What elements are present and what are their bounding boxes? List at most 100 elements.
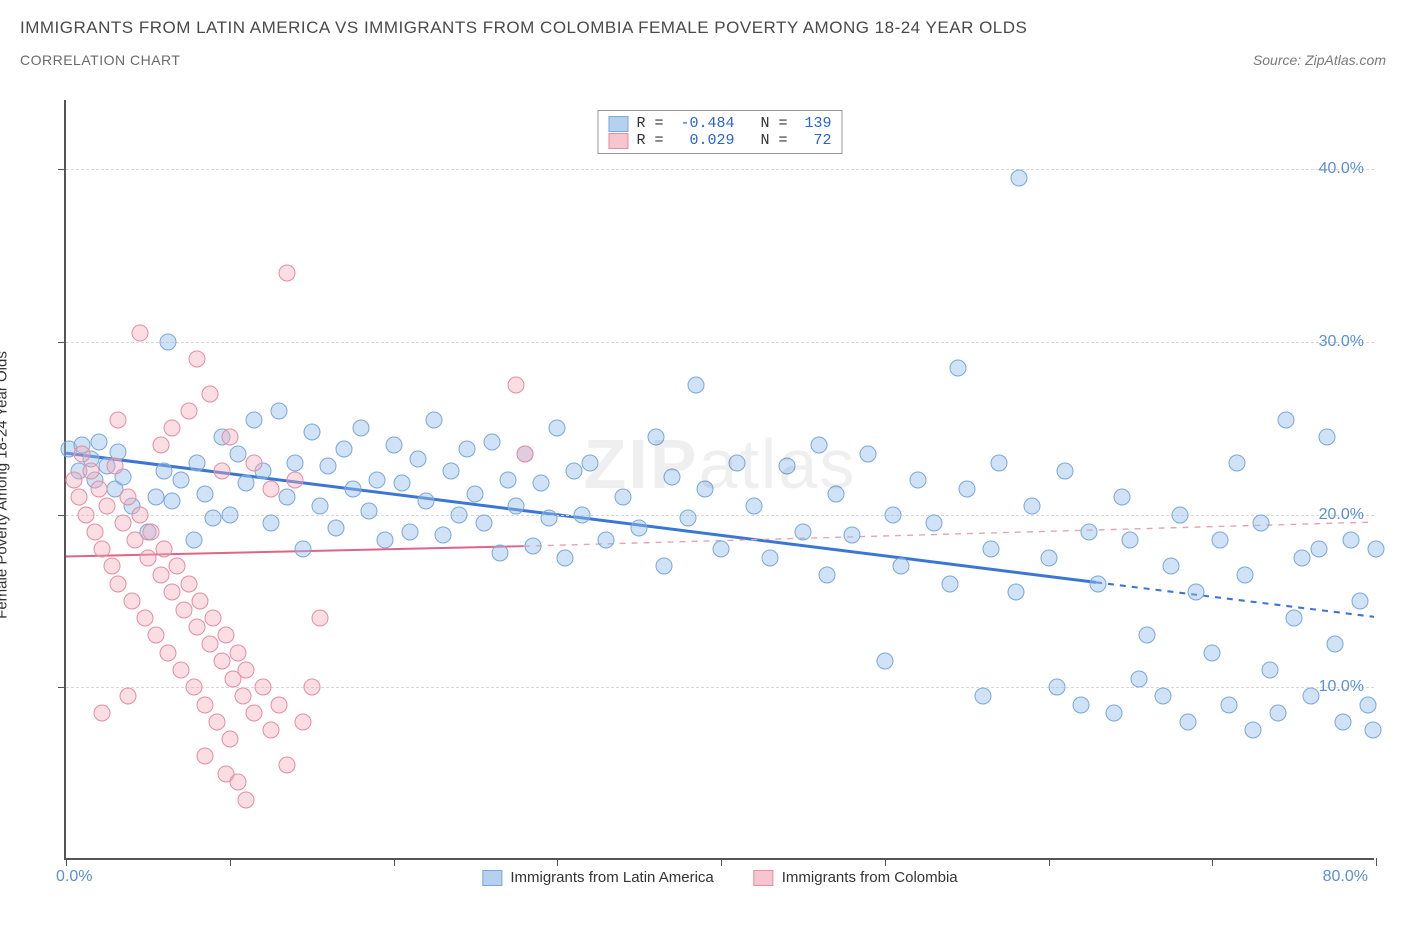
scatter-point <box>442 463 459 480</box>
scatter-point <box>213 463 230 480</box>
source-attribution: Source: ZipAtlas.com <box>1253 52 1386 68</box>
legend-item-colombia: Immigrants from Colombia <box>754 869 958 886</box>
scatter-point <box>1277 411 1294 428</box>
scatter-point <box>279 757 296 774</box>
scatter-point <box>131 325 148 342</box>
scatter-point <box>500 472 517 489</box>
scatter-point <box>344 480 361 497</box>
scatter-point <box>508 377 525 394</box>
scatter-point <box>208 713 225 730</box>
scatter-point <box>655 558 672 575</box>
scatter-point <box>582 454 599 471</box>
scatter-point <box>120 687 137 704</box>
scatter-point <box>303 679 320 696</box>
scatter-point <box>98 497 115 514</box>
y-axis-label: Female Poverty Among 18-24 Year Olds <box>0 351 11 619</box>
scatter-point <box>1351 592 1368 609</box>
scatter-point <box>107 458 124 475</box>
scatter-point <box>218 627 235 644</box>
scatter-point <box>1269 705 1286 722</box>
scatter-point <box>74 446 91 463</box>
x-tick <box>557 858 558 866</box>
scatter-point <box>942 575 959 592</box>
scatter-point <box>192 592 209 609</box>
scatter-point <box>1011 169 1028 186</box>
legend-label: Immigrants from Colombia <box>782 869 958 886</box>
scatter-point <box>418 492 435 509</box>
scatter-point <box>221 428 238 445</box>
scatter-point <box>238 662 255 679</box>
scatter-point <box>1212 532 1229 549</box>
scatter-point <box>131 506 148 523</box>
scatter-point <box>1106 705 1123 722</box>
scatter-point <box>238 791 255 808</box>
scatter-point <box>426 411 443 428</box>
scatter-point <box>185 679 202 696</box>
scatter-point <box>77 506 94 523</box>
scatter-point <box>148 627 165 644</box>
scatter-point <box>295 541 312 558</box>
x-tick <box>66 858 67 866</box>
scatter-point <box>1220 696 1237 713</box>
scatter-point <box>221 506 238 523</box>
scatter-point <box>94 541 111 558</box>
scatter-point <box>254 679 271 696</box>
x-tick <box>885 858 886 866</box>
scatter-point <box>279 264 296 281</box>
scatter-point <box>229 644 246 661</box>
scatter-point <box>1318 428 1335 445</box>
scatter-point <box>205 610 222 627</box>
scatter-point <box>1073 696 1090 713</box>
scatter-point <box>169 558 186 575</box>
correlation-legend: R = -0.484 N = 139 R = 0.029 N = 72 <box>597 110 842 154</box>
scatter-point <box>90 480 107 497</box>
gridline-h <box>66 342 1374 343</box>
scatter-point <box>164 584 181 601</box>
scatter-point <box>991 454 1008 471</box>
scatter-point <box>975 687 992 704</box>
scatter-point <box>483 434 500 451</box>
scatter-point <box>598 532 615 549</box>
swatch-pink-icon <box>754 870 774 886</box>
scatter-point <box>1089 575 1106 592</box>
x-tick <box>721 858 722 866</box>
scatter-point <box>532 475 549 492</box>
scatter-point <box>688 377 705 394</box>
gridline-h <box>66 169 1374 170</box>
scatter-point <box>1122 532 1139 549</box>
scatter-point <box>524 537 541 554</box>
scatter-point <box>115 515 132 532</box>
scatter-point <box>860 446 877 463</box>
scatter-point <box>71 489 88 506</box>
scatter-point <box>110 411 127 428</box>
scatter-point <box>66 472 83 489</box>
legend-n-value: 72 <box>805 132 832 149</box>
scatter-point <box>175 601 192 618</box>
scatter-point <box>573 506 590 523</box>
y-tick-label: 10.0% <box>1319 678 1364 696</box>
scatter-point <box>410 451 427 468</box>
scatter-point <box>136 610 153 627</box>
chart-subtitle: CORRELATION CHART <box>20 52 180 68</box>
scatter-point <box>262 722 279 739</box>
scatter-point <box>159 333 176 350</box>
scatter-point <box>352 420 369 437</box>
legend-r-label: R = <box>636 115 672 132</box>
scatter-point <box>1024 497 1041 514</box>
scatter-point <box>1261 662 1278 679</box>
scatter-point <box>844 527 861 544</box>
scatter-point <box>811 437 828 454</box>
scatter-point <box>393 475 410 492</box>
scatter-point <box>1040 549 1057 566</box>
scatter-point <box>202 636 219 653</box>
scatter-point <box>311 610 328 627</box>
scatter-point <box>270 696 287 713</box>
scatter-point <box>229 774 246 791</box>
y-tick-label: 40.0% <box>1319 160 1364 178</box>
scatter-point <box>164 420 181 437</box>
scatter-point <box>1327 636 1344 653</box>
scatter-point <box>287 454 304 471</box>
y-tick <box>58 687 66 688</box>
scatter-point <box>549 420 566 437</box>
scatter-point <box>1245 722 1262 739</box>
